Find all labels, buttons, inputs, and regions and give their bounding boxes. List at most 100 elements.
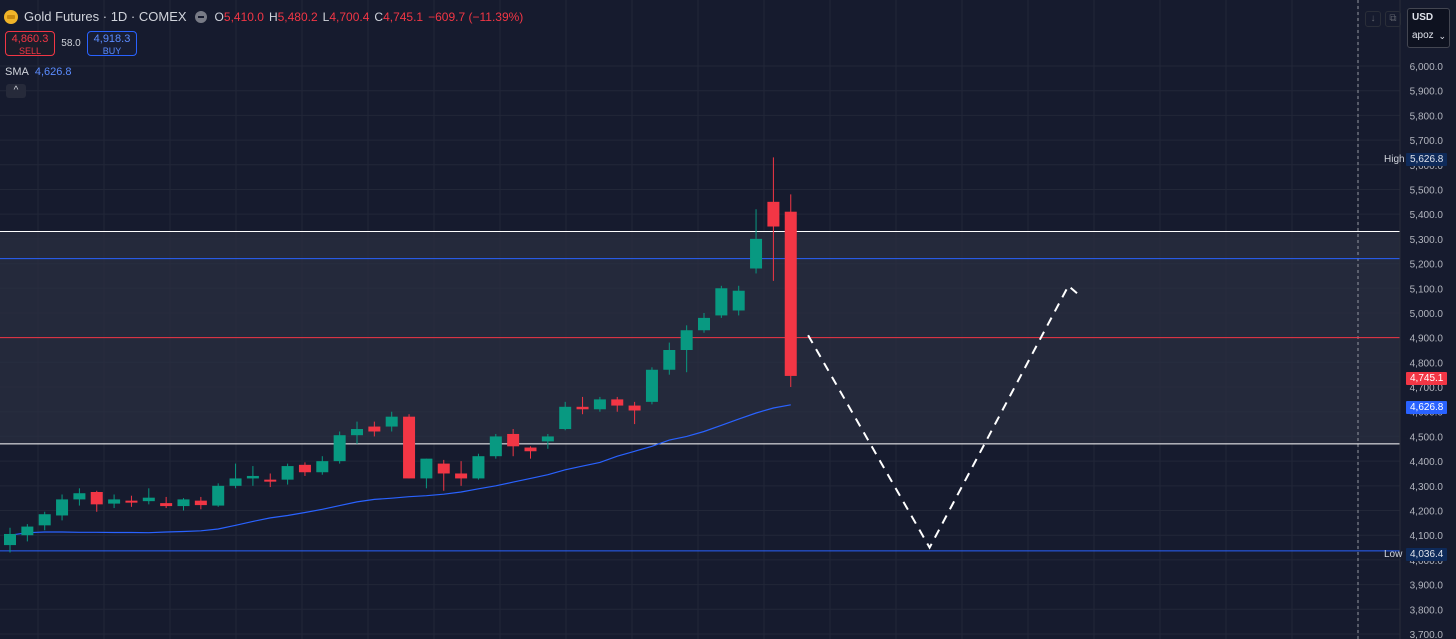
candle-30 <box>524 446 537 459</box>
candle-body <box>194 500 207 506</box>
sell-button[interactable]: 4,860.3 SELL <box>5 31 55 56</box>
candle-38 <box>663 342 676 375</box>
candle-40 <box>698 312 710 333</box>
last-price-tag: 4,745.1 <box>1406 372 1448 385</box>
candle-26 <box>455 461 468 486</box>
candle-0 <box>4 527 16 553</box>
candle-6 <box>108 494 121 509</box>
price-tick-label: 5,200.0 <box>1410 260 1444 271</box>
candle-32 <box>559 401 572 431</box>
box-icon[interactable]: ⧉ <box>1385 11 1401 27</box>
candle-22 <box>385 411 398 432</box>
candle-body <box>4 533 16 546</box>
candle-body <box>385 416 398 427</box>
sma-name: SMA <box>5 66 29 78</box>
price-tick-label: 4,400.0 <box>1410 457 1444 468</box>
currency-unit-selector[interactable]: USD apoz ⌄ <box>1407 8 1450 48</box>
price-tick-label: 4,000.0 <box>1410 556 1444 567</box>
visibility-icon[interactable] <box>194 10 207 23</box>
candle-1 <box>21 524 34 542</box>
candle-body <box>212 485 225 506</box>
candle-body <box>403 416 416 479</box>
sma-value: 4,626.8 <box>34 66 72 78</box>
candle-body <box>663 350 676 370</box>
candle-body <box>125 500 138 503</box>
ohlc-low: L4,700.4 <box>322 9 370 24</box>
candle-body <box>56 499 69 516</box>
candle-33 <box>576 396 589 415</box>
candle-body <box>576 406 589 410</box>
candle-body <box>611 399 624 406</box>
candle-34 <box>593 396 606 412</box>
candle-36 <box>628 401 641 425</box>
candle-body <box>108 499 121 504</box>
candle-11 <box>194 496 207 510</box>
candle-4 <box>73 488 86 506</box>
candle-42 <box>732 285 745 316</box>
price-tick-label: 5,800.0 <box>1410 111 1444 122</box>
candle-body <box>142 497 155 502</box>
buy-price: 4,918.3 <box>93 33 131 45</box>
low-tag-label: Low <box>1384 549 1403 560</box>
candle-body <box>767 201 780 227</box>
price-tick-label: 5,900.0 <box>1410 87 1444 98</box>
candle-body <box>264 479 277 482</box>
candle-body <box>73 493 86 500</box>
candle-44 <box>767 157 780 281</box>
candle-body <box>698 317 710 331</box>
price-tick-label: 4,300.0 <box>1410 482 1444 493</box>
ohlc-close: C4,745.1 <box>374 9 424 24</box>
candle-body <box>524 447 537 452</box>
low-tag-value: 4,036.4 <box>1406 548 1448 561</box>
candle-41 <box>715 285 728 318</box>
price-tick-label: 6,000.0 <box>1410 62 1444 73</box>
price-tick-label: 4,200.0 <box>1410 507 1444 518</box>
candle-15 <box>264 473 277 488</box>
candle-21 <box>368 421 381 437</box>
price-tick-label: 4,900.0 <box>1410 334 1444 345</box>
candle-body <box>281 466 294 480</box>
candle-body <box>784 211 797 376</box>
candle-body <box>732 290 745 311</box>
sell-price: 4,860.3 <box>11 33 49 45</box>
candle-13 <box>229 463 242 489</box>
candle-8 <box>142 488 155 505</box>
scroll-down-icon[interactable]: ↓ <box>1365 11 1381 27</box>
candle-14 <box>246 466 259 486</box>
candle-12 <box>212 483 225 507</box>
candle-body <box>437 463 450 474</box>
candle-24 <box>420 458 433 489</box>
candle-body <box>333 435 346 462</box>
sell-label: SELL <box>18 46 42 56</box>
candle-10 <box>177 498 190 511</box>
candle-body <box>559 406 572 430</box>
price-tick-label: 4,700.0 <box>1410 383 1444 394</box>
unit-label: apoz <box>1412 30 1434 41</box>
candle-27 <box>472 453 485 480</box>
candle-body <box>21 526 34 536</box>
candle-37 <box>645 367 658 405</box>
price-tick-label: 5,500.0 <box>1410 185 1444 196</box>
projection-path <box>807 284 1078 550</box>
candle-body <box>38 514 51 526</box>
candle-body <box>593 399 606 410</box>
candle-2 <box>38 511 51 531</box>
price-axis <box>1400 0 1456 639</box>
currency-label: USD <box>1412 12 1434 23</box>
sma-legend[interactable]: SMA 4,626.8 <box>5 66 72 78</box>
candle-23 <box>403 414 416 479</box>
candle-body <box>420 458 433 479</box>
candle-28 <box>489 433 502 459</box>
candle-45 <box>784 194 797 388</box>
collapse-legend-button[interactable]: ^ <box>6 84 26 98</box>
candle-body <box>541 436 554 442</box>
symbol-title[interactable]: Gold Futures · 1D · COMEX <box>24 9 187 24</box>
ohlc-change: −609.7 (−11.39%) <box>428 9 524 24</box>
candle-25 <box>437 459 450 491</box>
candle-17 <box>298 462 311 476</box>
candle-body <box>229 478 242 486</box>
buy-button[interactable]: 4,918.3 BUY <box>87 31 137 56</box>
price-tick-label: 4,800.0 <box>1410 358 1444 369</box>
price-tick-label: 4,500.0 <box>1410 432 1444 443</box>
